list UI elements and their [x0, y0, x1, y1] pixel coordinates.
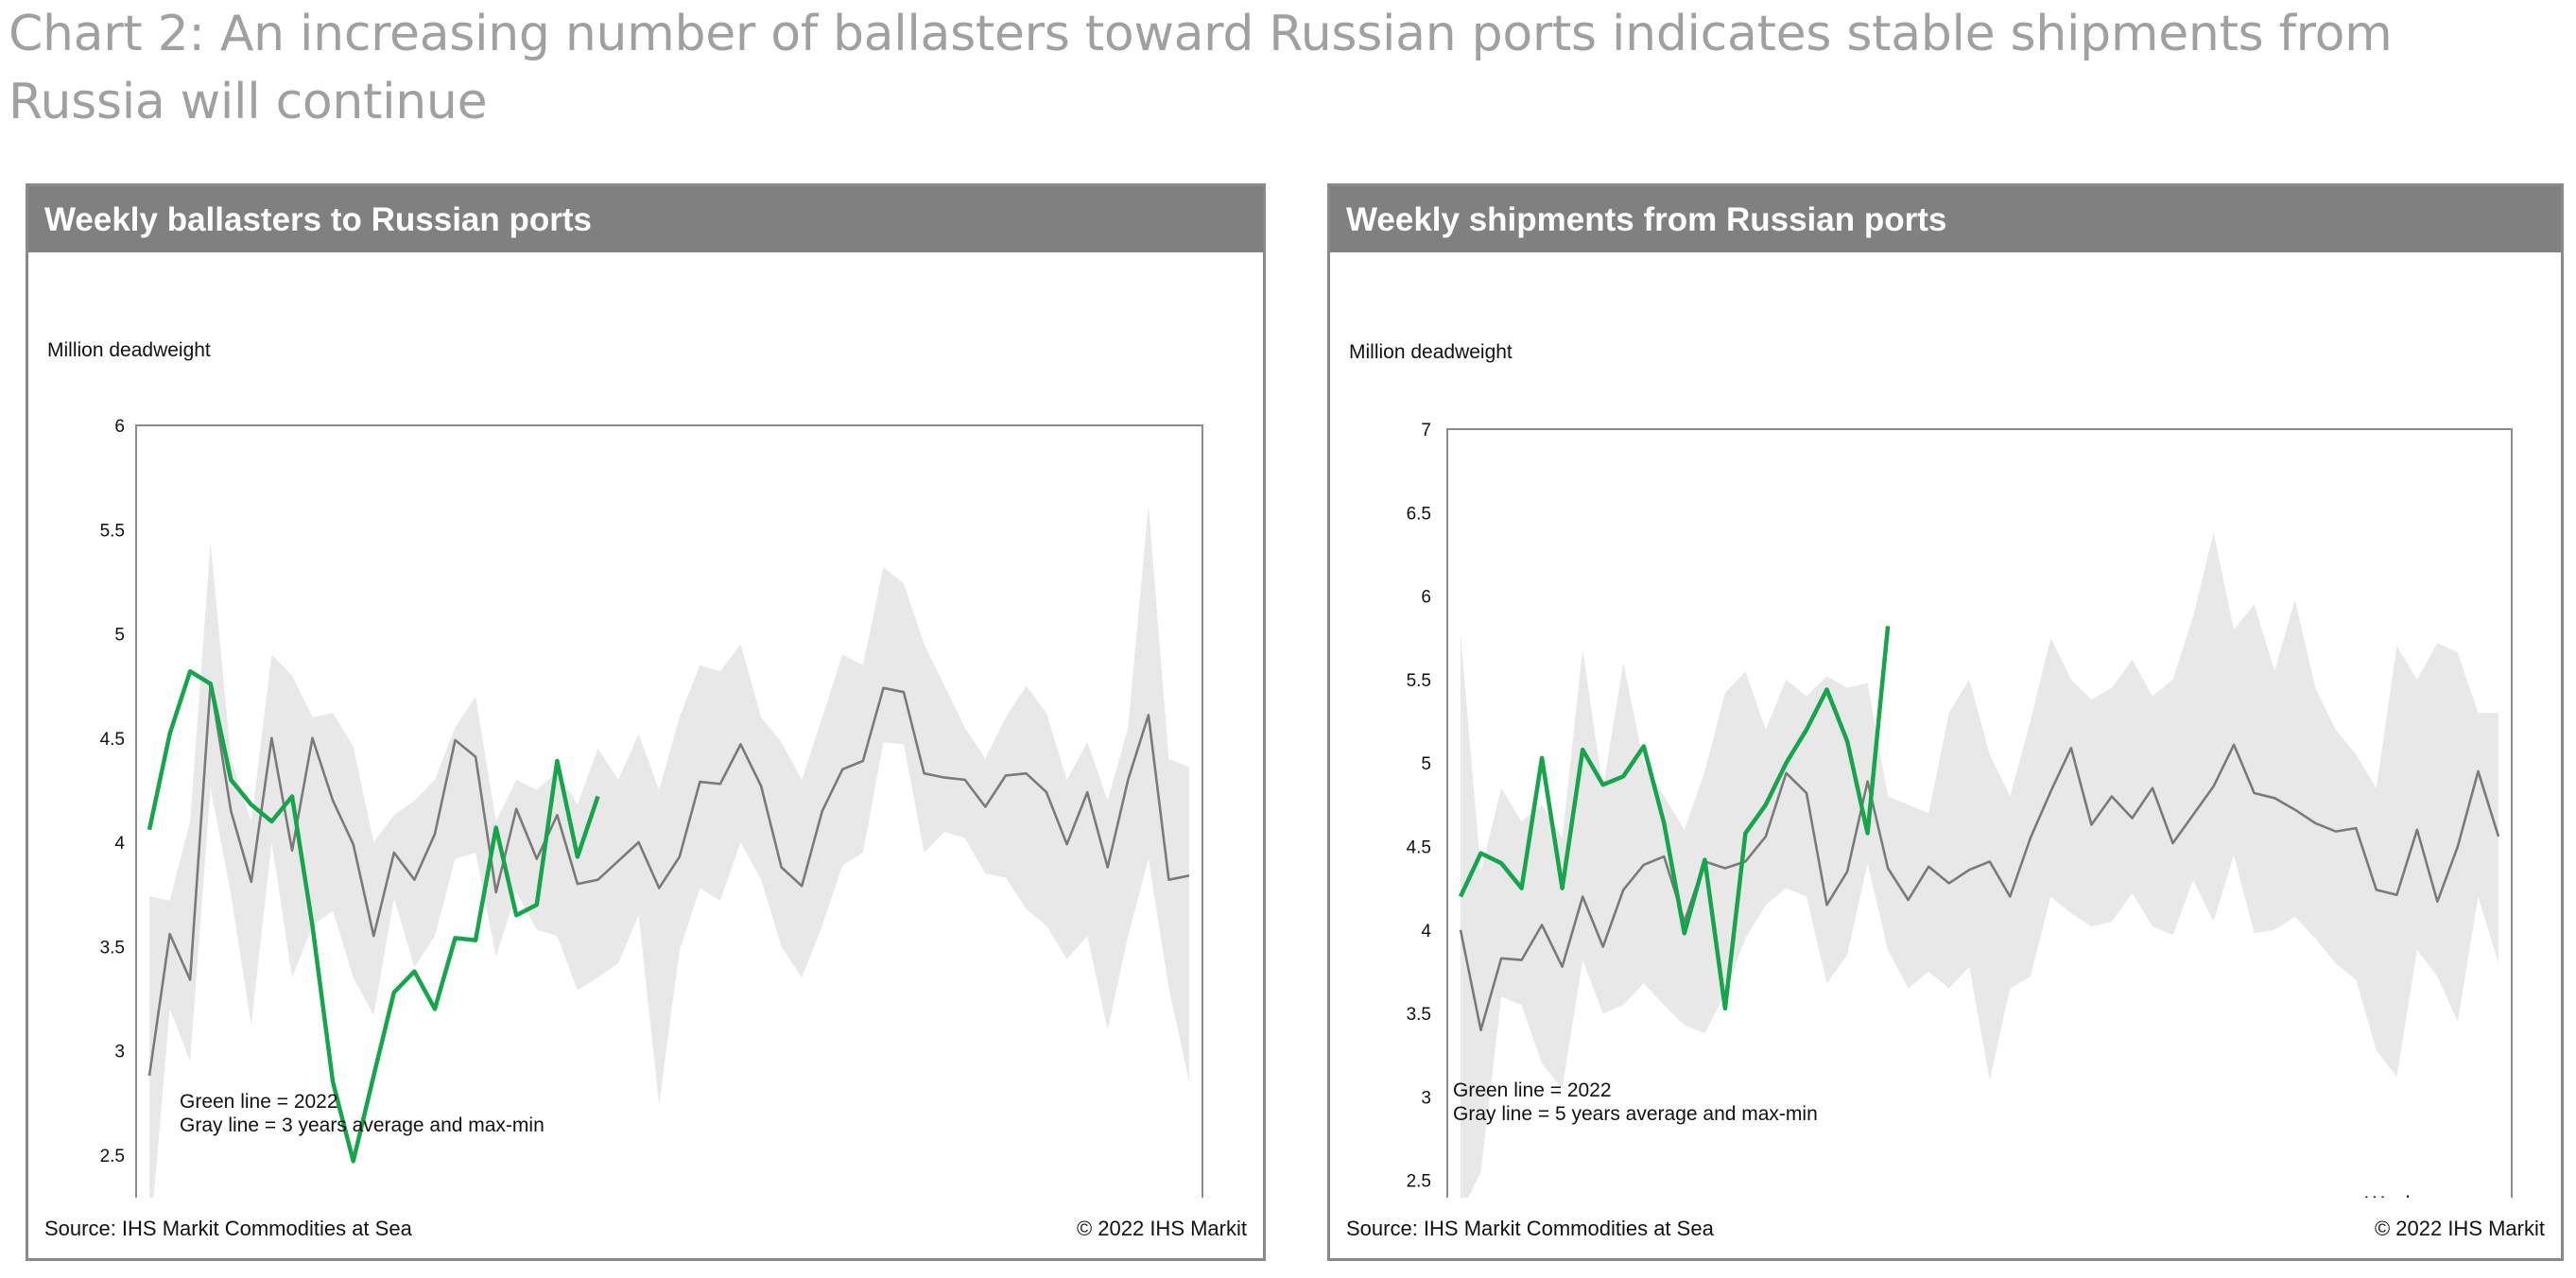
source-note: Source: IHS Markit Commodities at Sea: [44, 1217, 412, 1240]
max-min-band: [149, 504, 1189, 1198]
y-tick-label: 3.5: [100, 938, 125, 958]
y-axis-label: Million deadweight: [47, 339, 211, 361]
annotation-text: Gray line = 3 years average and max-min: [180, 1114, 545, 1136]
chart-panel-shipments: Weekly shipments from Russian ports 22.5…: [1327, 183, 2564, 1261]
average-line: [1459, 743, 2500, 1032]
line-2022: [1458, 626, 1891, 1011]
plot-frame: [1446, 428, 2513, 1198]
copyright-note: © 2022 IHS Markit: [2374, 1217, 2545, 1240]
annotation-text: Gray line = 5 years average and max-min: [1453, 1103, 1818, 1125]
y-tick-label: 3.5: [1407, 1005, 1431, 1025]
y-tick-label: 5.5: [100, 521, 125, 541]
y-tick-label: 6.5: [1407, 504, 1431, 524]
average-line: [147, 682, 1190, 1077]
y-tick-label: 6: [1421, 588, 1431, 608]
y-tick-label: 4.5: [100, 730, 125, 750]
source-note: Source: IHS Markit Commodities at Sea: [1346, 1217, 1714, 1240]
plot-frame: [135, 424, 1203, 1198]
y-tick-label: 4.5: [1407, 838, 1431, 858]
y-tick-label: 4: [114, 834, 125, 854]
y-tick-label: 4: [1421, 922, 1431, 941]
annotation-text: Green line = 2022: [1453, 1079, 1612, 1101]
copyright-note: © 2022 IHS Markit: [1076, 1217, 1247, 1240]
line-2022: [147, 668, 600, 1164]
y-tick-label: 5.5: [1407, 671, 1431, 691]
chart-panel-ballasters: Weekly ballasters to Russian ports 22.53…: [26, 183, 1266, 1261]
y-tick-label: 6: [114, 417, 125, 437]
chart-title: Weekly shipments from Russian ports: [1330, 186, 2561, 252]
y-tick-label: 7: [1421, 421, 1431, 440]
y-tick-label: 5: [114, 626, 125, 646]
y-tick-label: 3: [114, 1043, 125, 1062]
x-axis-label: Weeks: [2365, 1193, 2426, 1198]
y-tick-label: 2.5: [100, 1147, 125, 1166]
y-tick-label: 2.5: [1407, 1172, 1431, 1192]
y-tick-label: 5: [1421, 754, 1431, 774]
y-axis-label: Million deadweight: [1349, 341, 1513, 363]
page-title: Chart 2: An increasing number of ballast…: [9, 6, 2393, 130]
chart-title: Weekly ballasters to Russian ports: [28, 186, 1263, 252]
y-tick-label: 3: [1421, 1088, 1431, 1108]
annotation-text: Green line = 2022: [180, 1091, 338, 1113]
